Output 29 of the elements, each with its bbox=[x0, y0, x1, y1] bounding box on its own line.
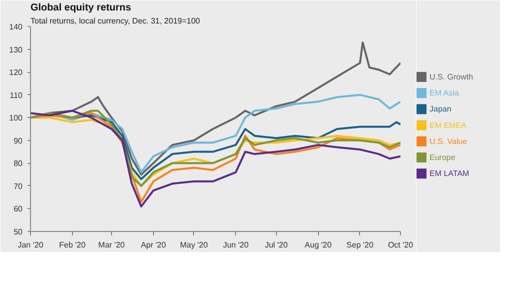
x-tick-label: May '20 bbox=[180, 240, 208, 250]
y-tick-label: 60 bbox=[14, 204, 24, 214]
x-tick-label: Jun '20 bbox=[222, 240, 250, 250]
legend-label: U.S. Growth bbox=[430, 72, 474, 82]
y-tick-label: 50 bbox=[14, 228, 24, 236]
y-tick-label: 90 bbox=[14, 136, 24, 146]
legend-label: EM LATAM bbox=[430, 169, 470, 178]
y-tick-label: 110 bbox=[10, 90, 24, 100]
x-tick-label: Jul '20 bbox=[264, 240, 288, 250]
y-tick-label: 140 bbox=[9, 22, 24, 32]
y-tick-label: 130 bbox=[9, 45, 24, 54]
y-tick-label: 100 bbox=[9, 114, 24, 123]
x-tick-label: Apr '20 bbox=[140, 240, 166, 250]
x-tick-label: Feb '20 bbox=[59, 240, 86, 250]
x-tick-label: Sep '20 bbox=[346, 240, 374, 250]
y-tick-label: 80 bbox=[14, 159, 24, 168]
x-tick-label: Oct '20 bbox=[388, 240, 414, 250]
legend-label: Europe bbox=[430, 152, 456, 162]
x-tick-label: Jan '20 bbox=[18, 240, 44, 250]
y-tick-label: 120 bbox=[9, 68, 24, 78]
y-tick-label: 70 bbox=[14, 182, 24, 191]
x-tick-label: Aug '20 bbox=[304, 240, 332, 250]
legend-label: EM Asia bbox=[430, 88, 460, 98]
chart-subtitle: Total returns, local currency, Dec. 31, 2019=100 bbox=[30, 16, 201, 26]
x-tick-label: Mar '20 bbox=[98, 240, 126, 250]
legend-label: EM EMEA bbox=[430, 120, 468, 130]
legend-label: U.S. Value bbox=[430, 136, 468, 146]
chart-title: Global equity returns bbox=[30, 2, 132, 14]
legend-label: Japan bbox=[430, 104, 452, 114]
